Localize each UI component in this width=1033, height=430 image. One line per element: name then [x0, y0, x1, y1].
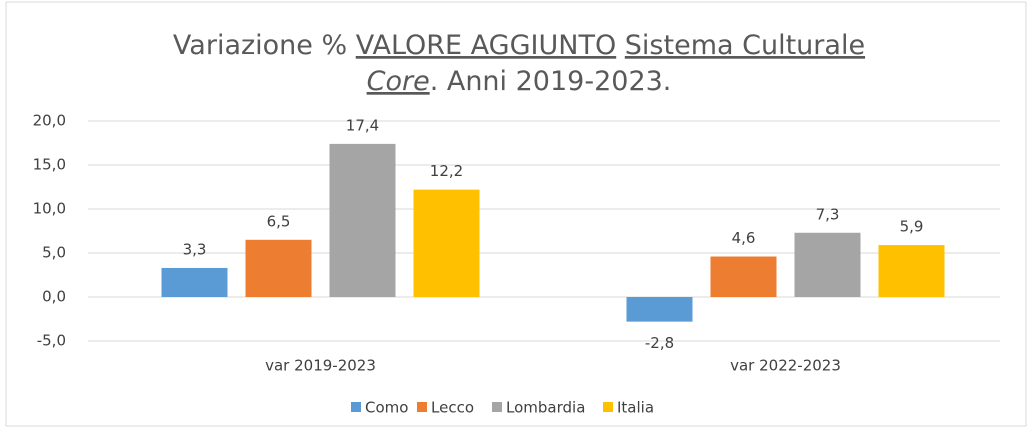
- legend-label: Como: [365, 399, 408, 417]
- bar: [161, 267, 228, 297]
- y-tick-label: 0,0: [42, 288, 66, 306]
- data-label: 17,4: [346, 116, 379, 134]
- bar: [626, 297, 693, 322]
- data-label: 5,9: [900, 218, 924, 236]
- legend-label: Lecco: [431, 399, 474, 417]
- y-tick-label: 20,0: [33, 112, 66, 130]
- data-label: 3,3: [183, 240, 207, 258]
- y-tick-label: -5,0: [37, 332, 66, 350]
- title-segment: Sistema Culturale: [625, 30, 865, 61]
- title-segment: Core: [367, 66, 430, 97]
- data-label: -2,8: [645, 334, 674, 352]
- legend-swatch: [603, 402, 613, 412]
- bar: [794, 232, 861, 297]
- legend-label: Lombardia: [506, 399, 585, 417]
- y-tick-label: 10,0: [33, 200, 66, 218]
- title-segment: [616, 30, 625, 61]
- x-tick-label: var 2022-2023: [730, 357, 841, 375]
- bar: [329, 143, 396, 297]
- chart-frame: [5, 1, 1027, 427]
- chart-title: Core. Anni 2019-2023.: [367, 66, 672, 97]
- bar: [710, 256, 777, 297]
- data-label: 7,3: [816, 205, 840, 223]
- title-segment: . Anni 2019-2023.: [430, 66, 672, 97]
- data-label: 12,2: [430, 162, 463, 180]
- title-segment: Variazione %: [173, 30, 356, 61]
- legend-swatch: [351, 402, 361, 412]
- legend-swatch: [492, 402, 502, 412]
- y-tick-label: 5,0: [42, 244, 66, 262]
- legend-swatch: [417, 402, 427, 412]
- bar: [245, 239, 312, 297]
- title-segment: VALORE AGGIUNTO: [356, 30, 616, 61]
- chart-title: Variazione % VALORE AGGIUNTO Sistema Cul…: [173, 30, 865, 61]
- legend-label: Italia: [617, 399, 654, 417]
- data-label: 6,5: [267, 212, 291, 230]
- bar: [413, 189, 480, 297]
- bar: [878, 245, 945, 297]
- data-label: 4,6: [732, 229, 756, 247]
- x-tick-label: var 2019-2023: [265, 357, 376, 375]
- y-tick-label: 15,0: [33, 156, 66, 174]
